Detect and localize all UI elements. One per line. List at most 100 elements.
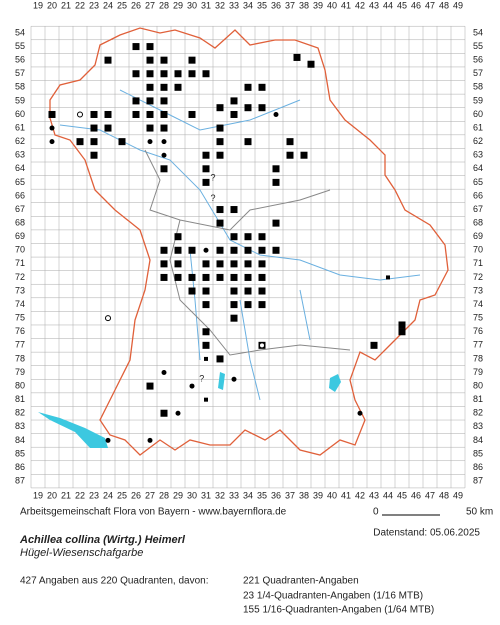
x-label: 40 [327,490,337,500]
square-marker [258,301,266,309]
river [59,89,421,401]
square-marker [244,104,252,112]
x-label: 48 [439,0,449,10]
date: Datenstand: 05.06.2025 [373,528,480,539]
square-marker [230,246,238,254]
x-label: 29 [173,0,183,10]
x-label: 31 [201,0,211,10]
y-label: 76 [473,326,483,336]
square-marker [160,110,168,118]
y-label: 69 [473,231,483,241]
square-marker [398,321,406,329]
square-marker [230,206,238,214]
y-label: 66 [473,190,483,200]
dot-marker [49,139,55,145]
x-label: 30 [187,0,197,10]
square-marker [188,110,196,118]
square-marker [202,328,210,336]
x-label: 47 [425,490,435,500]
x-label: 23 [89,490,99,500]
x-label: 34 [243,0,253,10]
y-label: 68 [15,217,25,227]
square-marker [174,70,182,78]
y-label: 64 [15,163,25,173]
x-label: 42 [355,490,365,500]
y-label: 56 [473,55,483,65]
square-marker [216,260,224,268]
square-marker [293,53,301,61]
square-marker [202,178,210,186]
y-label: 54 [473,27,483,37]
x-label: 36 [271,0,281,10]
dot-marker [49,125,55,131]
x-label: 41 [341,0,351,10]
y-label: 82 [473,408,483,418]
y-label: 82 [15,408,25,418]
count: 221 Quadranten-Angaben [243,576,359,587]
square-marker [300,151,308,159]
square-marker [216,273,224,281]
y-label: 57 [473,68,483,78]
x-label: 29 [173,490,183,500]
x-label: 30 [187,490,197,500]
y-label: 61 [15,122,25,132]
y-label: 59 [473,95,483,105]
x-label: 19 [33,0,43,10]
square-marker [90,138,98,146]
y-label: 76 [15,326,25,336]
square-marker [132,110,140,118]
y-label: 71 [473,258,483,268]
x-label: 44 [383,490,393,500]
y-label: 70 [15,245,25,255]
square-marker [244,83,252,91]
small-square-marker [92,153,96,158]
square-marker [132,70,140,78]
x-label: 41 [341,490,351,500]
y-label: 74 [15,299,25,309]
square-marker [398,328,406,336]
dot-marker [217,152,223,158]
y-label: 79 [15,367,25,377]
x-label: 19 [33,490,43,500]
y-label: 72 [473,272,483,282]
x-label: 35 [257,0,267,10]
square-marker [202,341,210,349]
dot-marker [161,139,167,145]
dot-marker [357,410,363,416]
square-marker [230,287,238,295]
square-marker [174,246,182,254]
x-label: 39 [313,0,323,10]
square-marker [244,287,252,295]
x-label: 38 [299,0,309,10]
square-marker [244,138,252,146]
square-marker [258,104,266,112]
x-label: 40 [327,0,337,10]
square-marker [216,124,224,132]
square-marker [258,83,266,91]
x-label: 23 [89,0,99,10]
square-marker [76,138,84,146]
y-label: 60 [15,109,25,119]
y-label: 63 [473,150,483,160]
y-label: 62 [473,136,483,146]
y-label: 73 [473,285,483,295]
square-marker [258,246,266,254]
square-marker [216,219,224,227]
square-marker [174,260,182,268]
y-label: 71 [15,258,25,268]
x-label: 24 [103,0,113,10]
x-label: 26 [131,0,141,10]
x-label: 42 [355,0,365,10]
small-square-marker [386,275,390,280]
y-label: 75 [473,313,483,323]
square-marker [230,110,238,118]
square-marker [160,97,168,105]
square-marker [146,382,154,390]
square-marker [202,151,210,159]
question-marker: ? [210,173,215,183]
square-marker [258,287,266,295]
square-marker [132,97,140,105]
x-label: 27 [145,490,155,500]
credit: Arbeitsgemeinschaft Flora von Bayern - w… [20,507,287,518]
dot-marker [273,111,279,117]
